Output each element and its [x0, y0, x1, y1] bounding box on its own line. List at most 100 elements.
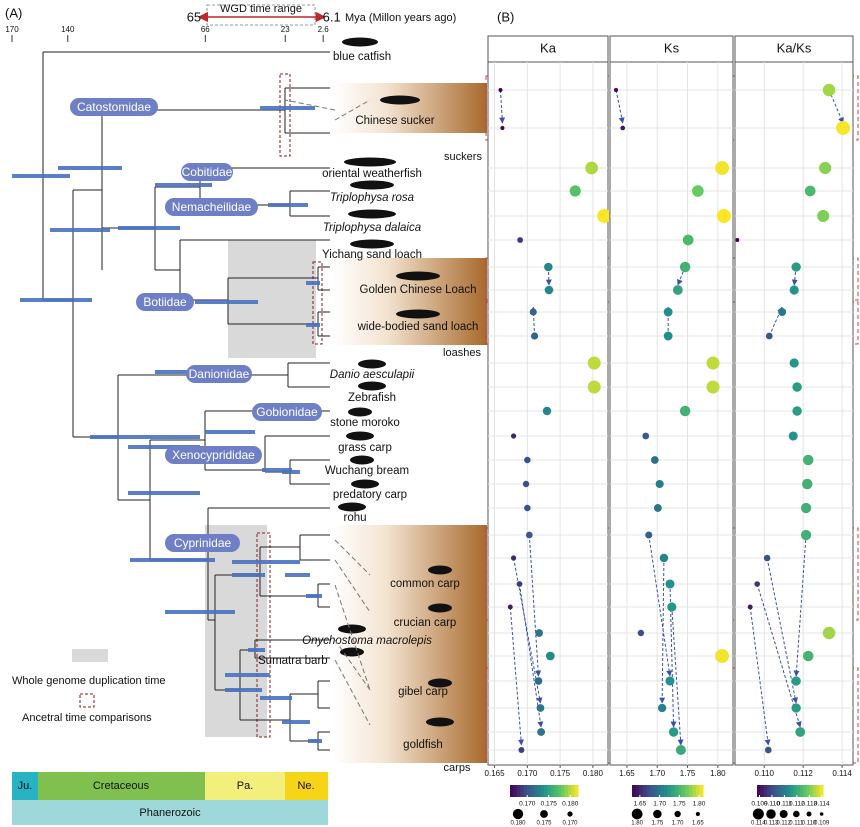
- comparison-arrow: [509, 606, 524, 746]
- point: [817, 210, 830, 222]
- point: [544, 262, 553, 272]
- panel-label: (A): [5, 5, 22, 20]
- connector: [334, 559, 371, 613]
- point: [525, 531, 533, 539]
- comparison-arrow: [648, 534, 673, 677]
- period-label: Pa.: [237, 780, 254, 792]
- clade-band: [333, 83, 487, 133]
- period: [285, 772, 328, 800]
- panel-label: (B): [497, 9, 514, 24]
- point: [802, 478, 813, 490]
- size-key: [766, 809, 776, 819]
- size-key: [512, 808, 524, 820]
- colorbar-cell: [540, 785, 545, 797]
- colorbar-cell: [561, 785, 565, 797]
- period-label: Ne.: [297, 780, 314, 792]
- x-tick-label: 0.112: [793, 769, 813, 778]
- legend-swatch: [79, 693, 95, 708]
- point: [706, 380, 720, 394]
- point: [792, 382, 802, 392]
- strip: [734, 35, 854, 63]
- point: [544, 285, 554, 295]
- colorbar-cell: [770, 785, 774, 797]
- size-label: 0.170: [562, 821, 578, 827]
- point: [665, 676, 675, 686]
- point: [791, 262, 801, 272]
- point: [510, 433, 517, 439]
- colorbar-cell: [547, 785, 552, 797]
- family-badge: [70, 98, 158, 116]
- point: [536, 704, 545, 712]
- colorbar-cell: [510, 785, 514, 797]
- colorbar-cell: [790, 785, 794, 797]
- colorbar-label: 1.70: [653, 801, 666, 808]
- point: [569, 185, 581, 197]
- point: [791, 703, 801, 713]
- colorbar-label: 0.113: [801, 801, 817, 808]
- colorbar-cell: [692, 785, 697, 797]
- colorbar-cell: [537, 785, 542, 797]
- size-key: [674, 810, 681, 818]
- point: [692, 185, 704, 197]
- fish-icon: [358, 359, 386, 369]
- point: [534, 677, 543, 685]
- colorbar-cell: [688, 785, 693, 797]
- fish-icon: [396, 309, 440, 319]
- family-badge: [165, 534, 240, 552]
- colorbar-cell: [533, 785, 538, 797]
- time-tick-label: 170: [5, 25, 19, 34]
- point: [663, 331, 673, 341]
- family-badge: [165, 198, 258, 216]
- point: [524, 456, 531, 464]
- point: [682, 234, 694, 246]
- point: [530, 332, 539, 340]
- colorbar-cell: [803, 785, 807, 797]
- facet-title: Ka: [540, 40, 557, 55]
- connector: [334, 639, 371, 691]
- wgd-span: [205, 525, 267, 737]
- point: [655, 479, 664, 489]
- colorbar-cell: [639, 785, 644, 797]
- connector: [334, 539, 371, 576]
- size-label: 0.112: [776, 821, 791, 827]
- wgd-end: 6.1: [323, 9, 341, 24]
- point: [754, 581, 760, 587]
- colorbar-cell: [760, 785, 765, 797]
- fish-icon: [350, 180, 394, 190]
- colorbar-cell: [678, 785, 683, 797]
- point: [587, 356, 601, 370]
- family-label: Danionidae: [189, 367, 250, 381]
- period: [205, 772, 285, 800]
- fish-icon: [350, 455, 374, 465]
- comparison-arrow: [518, 583, 544, 728]
- size-key: [806, 811, 812, 817]
- colorbar-cell: [757, 785, 761, 797]
- colorbar-cell: [671, 785, 676, 797]
- point: [763, 554, 771, 562]
- fish-icon: [351, 479, 379, 489]
- size-label: 0.113: [764, 821, 779, 827]
- fish-icon: [426, 717, 454, 727]
- point: [663, 307, 673, 317]
- size-key: [653, 809, 662, 819]
- size-label: 0.180: [510, 821, 526, 827]
- time-tick-label: 140: [61, 25, 75, 34]
- point: [665, 579, 675, 589]
- family-badge: [165, 446, 262, 464]
- fish-icon: [338, 624, 366, 634]
- point: [706, 356, 720, 370]
- legend-swatch: [72, 649, 108, 662]
- colorbar-cell: [564, 785, 569, 797]
- species-label: grass carp: [338, 442, 392, 454]
- species-label: Danio aesculapii: [330, 369, 415, 381]
- size-key: [752, 808, 764, 820]
- point: [819, 161, 832, 175]
- colorbar-cell: [520, 785, 525, 797]
- colorbar-cell: [763, 785, 768, 797]
- colorbar-cell: [574, 785, 579, 797]
- strip: [487, 35, 609, 63]
- colorbar-cell: [513, 785, 518, 797]
- point: [518, 747, 525, 753]
- size-label: 0.111: [789, 821, 804, 827]
